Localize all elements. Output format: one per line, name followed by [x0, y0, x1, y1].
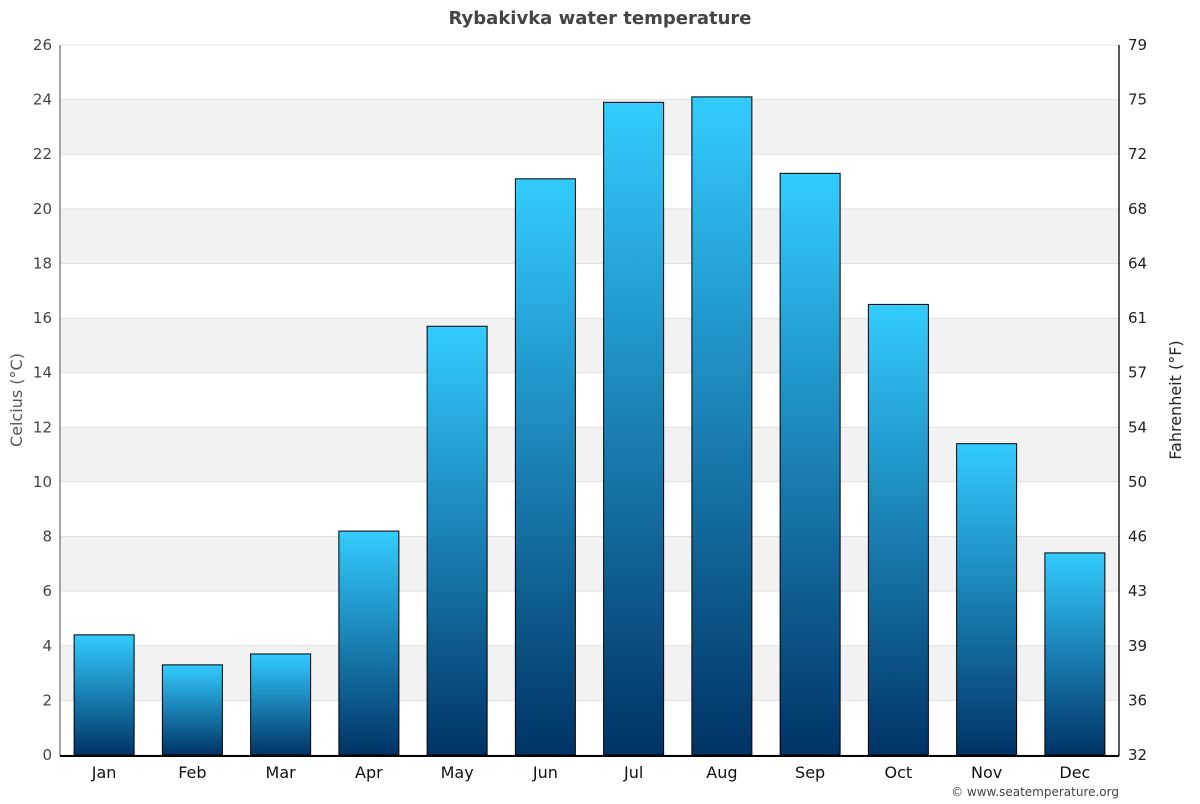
bar-feb[interactable] — [161, 664, 223, 756]
y-tick-label: 16 — [33, 309, 52, 327]
x-tick-label: Jul — [623, 763, 643, 782]
y2-tick-label: 32 — [1128, 746, 1147, 764]
y-tick-label: 26 — [33, 36, 52, 54]
x-tick-label: Apr — [355, 763, 383, 782]
y2-tick-label: 36 — [1128, 691, 1147, 709]
y2-tick-label: 72 — [1128, 145, 1147, 163]
bar-aug[interactable] — [691, 96, 753, 756]
y2-tick-label: 61 — [1128, 309, 1147, 327]
y2-tick-label: 54 — [1128, 418, 1147, 436]
x-tick-label: Nov — [971, 763, 1002, 782]
y-tick-label: 24 — [33, 91, 52, 109]
bar-jun[interactable] — [514, 178, 576, 756]
y-tick-label: 0 — [42, 746, 52, 764]
y2-tick-label: 46 — [1128, 528, 1147, 546]
y-tick-label: 10 — [33, 473, 52, 491]
bar-may[interactable] — [426, 325, 488, 756]
y-tick-label: 8 — [42, 528, 52, 546]
bar-nov[interactable] — [956, 443, 1018, 756]
y2-tick-label: 75 — [1128, 91, 1147, 109]
y2-tick-label: 43 — [1128, 582, 1147, 600]
y2-tick-label: 79 — [1128, 36, 1147, 54]
x-tick-label: Dec — [1059, 763, 1090, 782]
x-tick-label: Oct — [885, 763, 913, 782]
y-tick-label: 18 — [33, 254, 52, 272]
bar-apr[interactable] — [338, 530, 400, 756]
x-tick-label: Mar — [266, 763, 297, 782]
y-axis-label: Celcius (°C) — [7, 353, 26, 447]
chart-title: Rybakivka water temperature — [449, 8, 752, 29]
y-tick-label: 6 — [42, 582, 52, 600]
grid-band — [60, 318, 1119, 373]
x-tick-label: May — [441, 763, 474, 782]
grid-band — [60, 645, 1119, 701]
y-tick-label: 20 — [33, 200, 52, 218]
x-tick-label: Jan — [91, 763, 117, 782]
y2-tick-label: 68 — [1128, 200, 1147, 218]
y-tick-label: 22 — [33, 145, 52, 163]
bar-sep[interactable] — [779, 172, 841, 756]
grid-band — [60, 536, 1119, 592]
grid-band — [60, 427, 1119, 482]
bar-dec[interactable] — [1044, 552, 1106, 756]
x-tick-label: Feb — [178, 763, 206, 782]
bar-jan[interactable] — [73, 634, 135, 756]
grid-band — [60, 208, 1119, 264]
y-tick-label: 12 — [33, 418, 52, 436]
x-tick-label: Aug — [706, 763, 737, 782]
y2-axis-label: Fahrenheit (°F) — [1166, 340, 1185, 459]
bar-mar[interactable] — [250, 653, 312, 756]
y-tick-label: 14 — [33, 364, 52, 382]
y2-tick-label: 39 — [1128, 637, 1147, 655]
y2-tick-label: 64 — [1128, 254, 1147, 272]
bar-oct[interactable] — [867, 303, 929, 756]
bar-jul[interactable] — [603, 101, 665, 756]
x-tick-label: Jun — [532, 763, 558, 782]
y2-tick-label: 57 — [1128, 364, 1147, 382]
credit: © www.seatemperature.org — [951, 785, 1119, 799]
x-tick-label: Sep — [795, 763, 825, 782]
y-tick-label: 2 — [42, 691, 52, 709]
y-tick-label: 4 — [42, 637, 52, 655]
y2-tick-label: 50 — [1128, 473, 1147, 491]
grid-band — [60, 99, 1119, 155]
